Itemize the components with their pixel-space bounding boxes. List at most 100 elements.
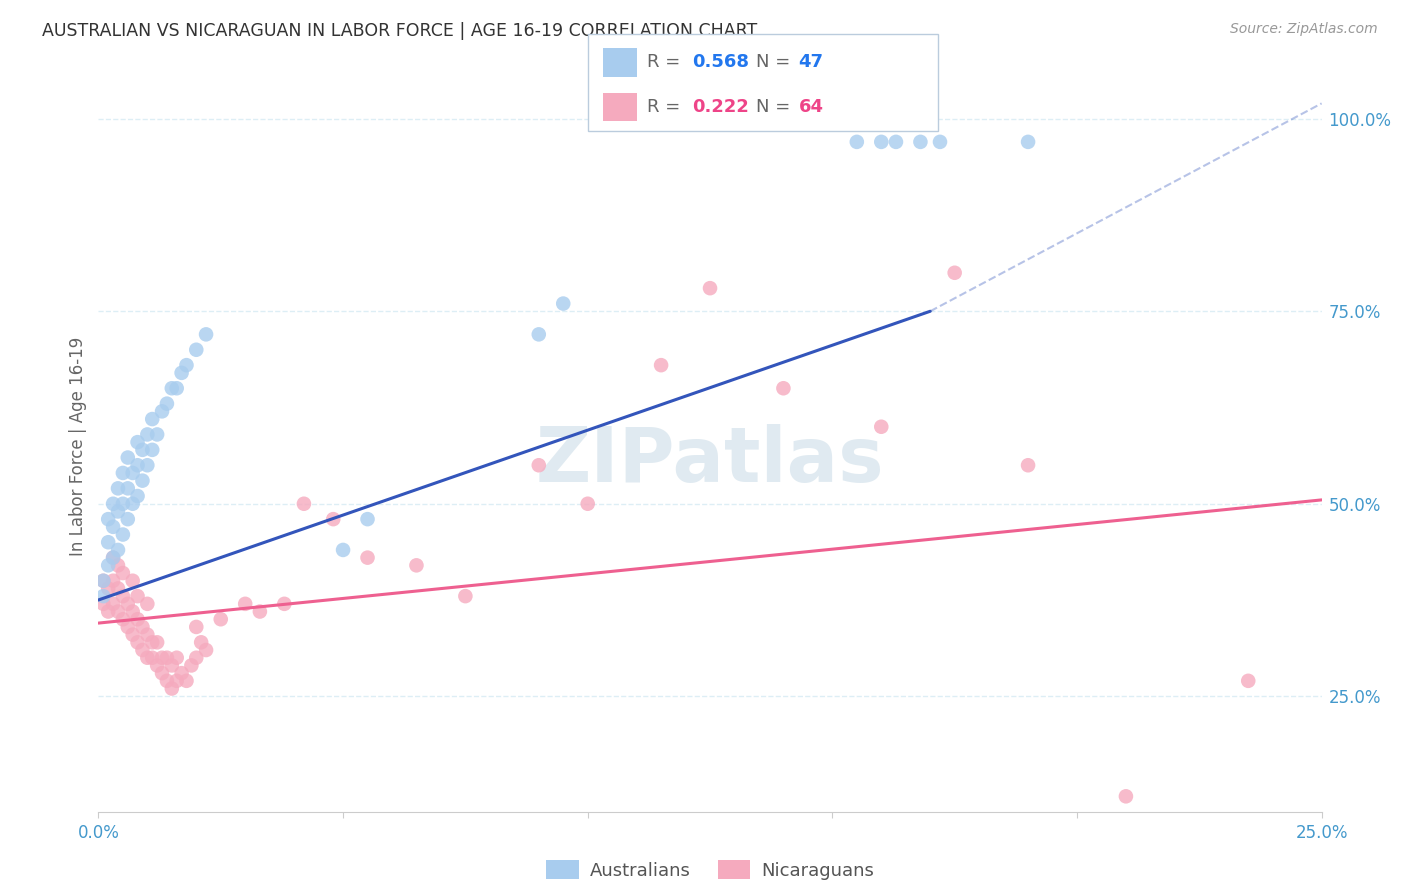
Nicaraguans xyxy=(91,574,114,588)
Australians xyxy=(845,135,868,149)
Nicaraguans xyxy=(117,597,139,611)
Nicaraguans xyxy=(943,266,966,280)
Australians xyxy=(117,450,139,465)
Nicaraguans xyxy=(156,650,179,665)
Text: 0.568: 0.568 xyxy=(692,54,749,71)
Australians xyxy=(929,135,952,149)
Australians xyxy=(107,504,129,518)
Nicaraguans xyxy=(454,589,477,603)
Australians xyxy=(141,412,163,426)
Nicaraguans xyxy=(1237,673,1260,688)
Australians xyxy=(131,442,153,457)
Nicaraguans xyxy=(405,558,427,573)
Nicaraguans xyxy=(107,582,129,596)
Nicaraguans xyxy=(576,497,599,511)
Australians xyxy=(136,458,159,473)
Nicaraguans xyxy=(111,612,134,626)
Nicaraguans xyxy=(772,381,794,395)
Nicaraguans xyxy=(650,358,672,372)
Australians xyxy=(356,512,378,526)
Nicaraguans xyxy=(150,666,173,681)
Nicaraguans xyxy=(117,620,139,634)
Australians xyxy=(127,489,149,503)
Nicaraguans xyxy=(121,605,143,619)
Australians xyxy=(107,543,129,558)
Nicaraguans xyxy=(141,635,163,649)
Nicaraguans xyxy=(233,597,256,611)
Text: ZIPatlas: ZIPatlas xyxy=(536,424,884,498)
Nicaraguans xyxy=(186,620,208,634)
Australians xyxy=(101,550,124,565)
Australians xyxy=(332,543,354,558)
Text: N =: N = xyxy=(756,98,796,116)
Nicaraguans xyxy=(170,666,193,681)
Australians xyxy=(870,135,893,149)
Nicaraguans xyxy=(131,643,153,657)
Text: AUSTRALIAN VS NICARAGUAN IN LABOR FORCE | AGE 16-19 CORRELATION CHART: AUSTRALIAN VS NICARAGUAN IN LABOR FORCE … xyxy=(42,22,758,40)
Nicaraguans xyxy=(150,650,173,665)
Australians xyxy=(97,535,120,549)
Australians xyxy=(170,366,193,380)
Nicaraguans xyxy=(91,597,114,611)
Nicaraguans xyxy=(527,458,550,473)
Australians xyxy=(111,527,134,541)
Australians xyxy=(107,481,129,495)
Nicaraguans xyxy=(356,550,378,565)
Australians xyxy=(97,558,120,573)
Australians xyxy=(186,343,208,357)
Nicaraguans xyxy=(97,605,120,619)
Text: 64: 64 xyxy=(799,98,824,116)
Australians xyxy=(156,397,179,411)
Australians xyxy=(127,435,149,450)
Nicaraguans xyxy=(1115,789,1137,804)
Australians xyxy=(176,358,198,372)
Nicaraguans xyxy=(180,658,202,673)
Australians xyxy=(553,296,575,310)
Australians xyxy=(101,497,124,511)
Australians xyxy=(527,327,550,342)
Australians xyxy=(121,497,143,511)
Australians xyxy=(91,589,114,603)
Australians xyxy=(91,574,114,588)
Australians xyxy=(195,327,218,342)
Nicaraguans xyxy=(107,558,129,573)
Nicaraguans xyxy=(273,597,295,611)
Nicaraguans xyxy=(249,605,271,619)
Nicaraguans xyxy=(292,497,315,511)
Nicaraguans xyxy=(176,673,198,688)
Nicaraguans xyxy=(131,620,153,634)
Nicaraguans xyxy=(699,281,721,295)
Nicaraguans xyxy=(166,673,188,688)
Nicaraguans xyxy=(97,582,120,596)
Nicaraguans xyxy=(141,650,163,665)
Australians xyxy=(150,404,173,418)
Nicaraguans xyxy=(101,550,124,565)
Nicaraguans xyxy=(101,574,124,588)
Nicaraguans xyxy=(186,650,208,665)
Australians xyxy=(141,442,163,457)
Nicaraguans xyxy=(870,419,893,434)
Nicaraguans xyxy=(136,627,159,641)
Text: 47: 47 xyxy=(799,54,824,71)
Nicaraguans xyxy=(160,681,183,696)
Legend: Australians, Nicaraguans: Australians, Nicaraguans xyxy=(538,853,882,887)
Nicaraguans xyxy=(322,512,344,526)
Australians xyxy=(101,520,124,534)
Nicaraguans xyxy=(107,605,129,619)
Australians xyxy=(97,512,120,526)
Nicaraguans xyxy=(127,635,149,649)
Australians xyxy=(1017,135,1039,149)
Australians xyxy=(884,135,907,149)
Australians xyxy=(166,381,188,395)
Nicaraguans xyxy=(1017,458,1039,473)
Australians xyxy=(117,512,139,526)
Australians xyxy=(136,427,159,442)
Australians xyxy=(127,458,149,473)
Nicaraguans xyxy=(101,597,124,611)
Australians xyxy=(910,135,932,149)
Text: 0.222: 0.222 xyxy=(692,98,748,116)
Australians xyxy=(146,427,169,442)
Australians xyxy=(131,474,153,488)
Nicaraguans xyxy=(190,635,212,649)
Nicaraguans xyxy=(156,673,179,688)
